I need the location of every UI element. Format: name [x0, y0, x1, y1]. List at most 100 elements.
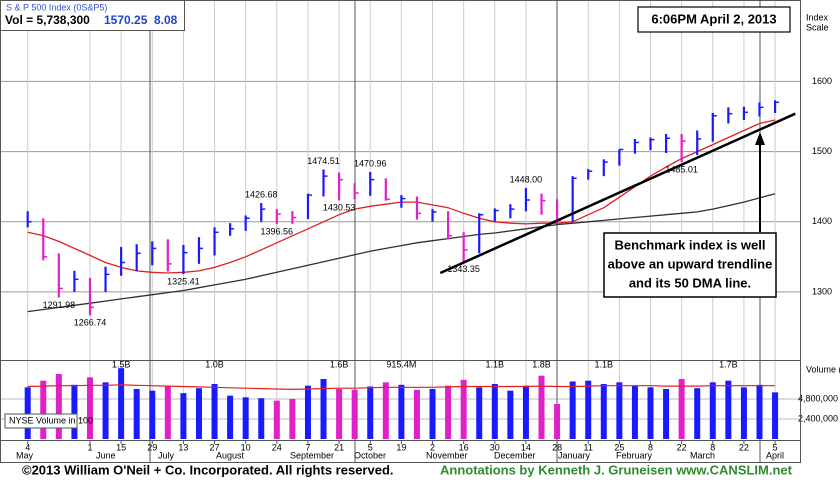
last-price: 1570.25 [104, 13, 148, 27]
price-label: 1485.01 [665, 164, 698, 174]
x-tick-label: 28 [552, 442, 562, 452]
volume-label: 915.4M [386, 359, 416, 369]
volume-bar [554, 404, 561, 439]
volume-bar [320, 379, 327, 439]
volume-average-line [27, 384, 776, 391]
month-label: December [494, 450, 536, 460]
x-tick-label: 15 [116, 442, 126, 452]
volume-bar [522, 385, 529, 439]
volume-bar [24, 387, 31, 439]
volume-bar [476, 387, 483, 439]
volume-tick-label: 2,400,000 [798, 413, 838, 423]
note-box [603, 232, 777, 298]
price-label: 1343.35 [447, 264, 480, 274]
month-label: July [158, 450, 175, 460]
volume-label: 1.1B [486, 359, 505, 369]
volume-bar [336, 389, 343, 439]
volume-bar [631, 385, 638, 439]
volume-bar [180, 393, 187, 439]
volume-bar [195, 388, 202, 439]
credit: Annotations by Kenneth J. Gruneisen www.… [440, 462, 793, 477]
note-line: and its 50 DMA line. [629, 275, 751, 290]
x-tick-label: 22 [739, 442, 749, 452]
volume-bar [164, 386, 171, 439]
price-label: 1474.51 [307, 156, 340, 166]
note-line: above an upward trendline [608, 256, 773, 271]
copyright: ©2013 William O'Neil + Co. Incorporated.… [22, 462, 394, 477]
header-box [0, 0, 185, 31]
y-tick-label: 1400 [812, 216, 832, 226]
price-change: 8.08 [154, 13, 178, 27]
x-tick-label: 24 [272, 442, 282, 452]
month-label: November [426, 450, 468, 460]
volume-label: 1.0B [205, 359, 224, 369]
marks [24, 100, 796, 439]
volume-bar [40, 380, 47, 439]
volume-bar [55, 374, 62, 439]
month-label: September [290, 450, 334, 460]
x-tick-label: 30 [490, 442, 500, 452]
volume-bar [600, 384, 607, 439]
month-label: April [766, 450, 784, 460]
volume-bar [678, 379, 685, 439]
trendline [439, 112, 796, 275]
volume-bar [616, 382, 623, 439]
volume-bar [102, 382, 109, 439]
volume-bar [569, 381, 576, 439]
price-label: 1396.56 [261, 227, 294, 237]
volume-bar [382, 382, 389, 439]
x-tick-label: 22 [677, 442, 687, 452]
volume-bar [289, 399, 296, 439]
x-tick-label: 7 [305, 442, 310, 452]
volume-bar [585, 380, 592, 439]
volume-tick-label: 4,800,000 [798, 393, 838, 403]
price-label: 1470.96 [354, 158, 387, 168]
volume-bar [149, 390, 156, 439]
month-label: June [96, 450, 116, 460]
volume-axis-label: Volume (00) [806, 364, 840, 374]
timestamp: 6:06PM April 2, 2013 [651, 11, 776, 26]
volume-label: 1.6B [330, 359, 349, 369]
volume-bar [709, 382, 716, 439]
price-label: 1291.98 [43, 300, 76, 310]
volume-bar [304, 385, 311, 439]
volume-bar [725, 380, 732, 439]
volume-bar [227, 395, 234, 439]
y-tick-label: 1500 [812, 146, 832, 156]
y-tick-label: 1300 [812, 286, 832, 296]
y-axis-label: Scale [806, 22, 829, 32]
volume-bar [367, 386, 374, 439]
volume-label: 1.8B [532, 359, 551, 369]
volume-bar [772, 392, 779, 439]
note-line: Benchmark index is well [614, 237, 765, 252]
volume-bar [429, 389, 436, 439]
chart-title: S & P 500 Index (0S&P5) [6, 2, 107, 12]
y-tick-label: 1600 [812, 76, 832, 86]
grid [0, 0, 800, 462]
volume-bar [258, 398, 265, 439]
month-label: May [16, 450, 34, 460]
x-tick-label: 5 [368, 442, 373, 452]
x-tick-label: 14 [521, 442, 531, 452]
price-label: 1448.00 [510, 174, 543, 184]
x-tick-label: 19 [396, 442, 406, 452]
volume-bar [351, 389, 358, 439]
volume-bar [211, 384, 218, 439]
volume-bar [507, 390, 514, 439]
price-label: 1325.41 [167, 276, 200, 286]
timestamp-box [637, 6, 791, 33]
x-tick-label: 29 [147, 442, 157, 452]
x-tick-label: 1 [87, 442, 92, 452]
x-tick-label: 2 [430, 442, 435, 452]
volume-bar [242, 397, 249, 439]
volume-bar [71, 384, 78, 439]
volume-bar [118, 368, 125, 439]
x-tick-label: 25 [614, 442, 624, 452]
date-band-border [0, 440, 801, 463]
arrow-head [755, 132, 765, 145]
ma200-line [27, 193, 776, 313]
x-tick-label: 5 [773, 442, 778, 452]
price-label: 1266.74 [74, 318, 107, 328]
volume-bar [491, 384, 498, 439]
